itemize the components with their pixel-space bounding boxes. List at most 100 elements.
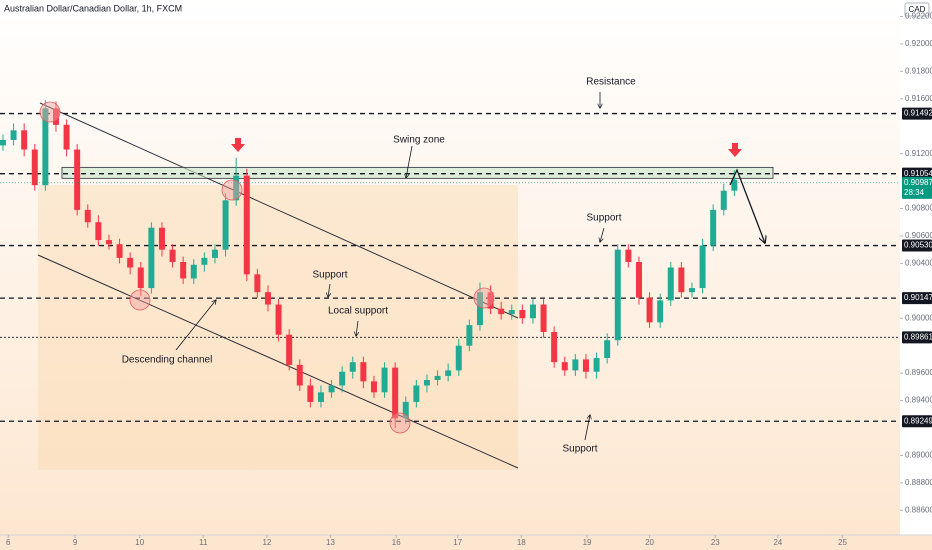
- y-tick-label: 0.90600: [905, 231, 932, 240]
- price-axis: [900, 0, 932, 535]
- candle-body: [254, 274, 261, 293]
- candle-body: [635, 262, 642, 298]
- current-price-box: [902, 176, 932, 199]
- level-label-box: [902, 415, 932, 428]
- candle-body: [74, 149, 81, 210]
- x-tick-label: 18: [517, 538, 526, 547]
- x-tick-label: 17: [453, 538, 462, 547]
- candle-body: [582, 359, 589, 372]
- candle-body: [243, 175, 250, 275]
- y-tick-label: 0.90400: [905, 258, 932, 267]
- candle-body: [540, 304, 547, 332]
- level-label-box: [902, 167, 932, 180]
- candle-body: [328, 385, 335, 393]
- candle-body: [381, 367, 388, 393]
- candle-body: [63, 124, 70, 150]
- candle-body: [551, 331, 558, 363]
- touch-circles: [39, 101, 495, 434]
- red-arrows: [231, 138, 742, 157]
- annotation: Support: [586, 213, 621, 224]
- y-tick-label: 0.92200: [905, 12, 932, 21]
- candle-body: [646, 297, 653, 323]
- x-tick-label: 23: [711, 538, 720, 547]
- candle-body: [116, 244, 123, 258]
- candle-body: [307, 385, 314, 402]
- countdown: 28:34: [904, 188, 925, 197]
- x-tick-label: 24: [773, 538, 782, 547]
- y-tick-label: 0.91800: [905, 66, 932, 75]
- channel-lower: [37, 254, 519, 469]
- candle-body: [561, 362, 568, 371]
- candle-body: [508, 310, 515, 315]
- candle-body: [402, 401, 409, 419]
- candle-body: [137, 267, 144, 289]
- candle-body: [445, 370, 452, 376]
- y-tick-label: 0.91200: [905, 149, 932, 158]
- x-tick-label: 9: [73, 538, 78, 547]
- level-label: 0.89861: [904, 332, 932, 341]
- candle-body: [572, 359, 579, 371]
- candle-body: [95, 222, 102, 241]
- candle-body: [148, 227, 155, 289]
- candle-body: [678, 267, 685, 293]
- annotation: Descending channel: [122, 355, 213, 366]
- level-label: 0.91054: [904, 169, 932, 178]
- pointer-arrows: [175, 92, 605, 441]
- candle-body: [423, 379, 430, 386]
- candle-body: [317, 392, 324, 402]
- candle-body: [339, 371, 346, 386]
- currency: CAD: [909, 5, 926, 14]
- candle-body: [657, 300, 664, 323]
- x-tick-label: 6: [6, 538, 11, 547]
- x-tick-label: 11: [199, 538, 208, 547]
- x-tick-label: 16: [392, 538, 401, 547]
- candle-body: [487, 292, 494, 309]
- y-tick-label: 0.90800: [905, 204, 932, 213]
- candle-body: [392, 367, 399, 419]
- y-tick-label: 0.88600: [905, 505, 932, 514]
- y-tick-label: 0.90000: [905, 313, 932, 322]
- y-tick-label: 0.88800: [905, 478, 932, 487]
- candle-body: [190, 264, 197, 279]
- annotation: Support: [312, 270, 347, 281]
- candle-body: [466, 325, 473, 346]
- currency-box: [904, 2, 930, 17]
- annotation: Resistance: [586, 77, 636, 88]
- candle-body: [31, 149, 38, 186]
- candle-body: [434, 375, 441, 380]
- y-tick-label: 0.89400: [905, 396, 932, 405]
- swing-zone: [61, 166, 774, 179]
- candle-body: [625, 249, 632, 263]
- candle-body: [498, 308, 505, 315]
- y-tick-label: 0.92000: [905, 39, 932, 48]
- chart-title: Australian Dollar/Canadian Dollar, 1h, F…: [4, 3, 182, 13]
- candle-body: [710, 209, 717, 246]
- level-label-box: [902, 292, 932, 305]
- candle-body: [211, 249, 218, 258]
- candle-body: [158, 227, 165, 250]
- x-tick-label: 19: [583, 538, 592, 547]
- level-label: 0.89249: [904, 416, 932, 425]
- candle-body: [349, 362, 356, 372]
- candle-body: [593, 358, 600, 372]
- level-label: 0.90530: [904, 241, 932, 250]
- candle-body: [667, 267, 674, 301]
- swing-zone-label: Swing zone: [393, 135, 445, 146]
- y-tick-label: 0.91600: [905, 94, 932, 103]
- candle-body: [529, 304, 536, 319]
- candle-body: [519, 310, 526, 319]
- candle-body: [731, 179, 738, 191]
- candle-body: [169, 249, 176, 263]
- candle-body: [286, 334, 293, 365]
- channel-upper: [39, 102, 519, 319]
- level-label: 0.91492: [904, 109, 932, 118]
- candle-body: [0, 139, 6, 146]
- candle-body: [688, 288, 695, 293]
- candle-body: [604, 340, 611, 359]
- candle-body: [180, 262, 187, 279]
- candle-body: [84, 209, 91, 223]
- candle-body: [105, 240, 112, 245]
- current-price-label: 0.90987: [904, 178, 932, 187]
- level-label-box: [902, 239, 932, 252]
- candle-body: [201, 257, 208, 265]
